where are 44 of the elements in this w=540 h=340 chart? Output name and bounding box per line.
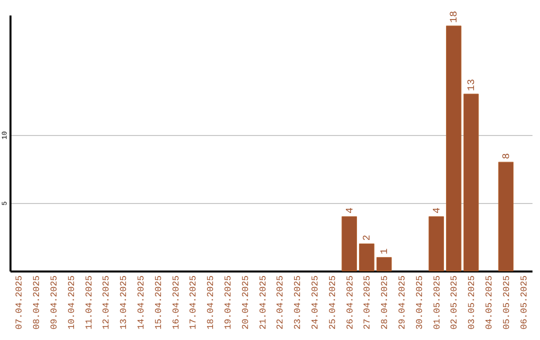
x-tick-label: 27.04.2025 [362,276,373,330]
data-label: 1 [380,248,392,254]
x-tick-label: 12.04.2025 [102,276,112,330]
x-tick-label: 30.04.2025 [414,276,425,330]
bar [463,94,479,272]
bar [446,26,462,272]
data-label: 18 [450,10,461,23]
x-tick-label: 05.05.2025 [502,276,512,330]
x-tick-label: 11.04.2025 [84,276,94,330]
data-label: 8 [502,153,513,160]
x-tick-label: 01.05.2025 [432,276,442,330]
x-tick-label: 14.04.2025 [136,276,146,330]
x-tick-label: 08.04.2025 [32,276,42,330]
data-label: 4 [432,208,444,214]
x-tick-label: 04.05.2025 [484,276,494,330]
x-tick-label: 28.04.2025 [380,276,390,330]
x-tick-label: 16.04.2025 [171,276,182,330]
x-tick-label: 18.04.2025 [206,276,216,330]
bar [359,244,374,272]
x-tick-label: 25.04.2025 [328,276,338,330]
x-tick-label: 24.04.2025 [310,276,320,330]
x-tick-label: 10.04.2025 [66,276,77,330]
x-tick-label: 09.04.2025 [50,276,60,330]
x-tick-label: 13.04.2025 [119,276,130,330]
x-tick-label: 29.04.2025 [398,276,408,330]
data-label: 13 [467,78,478,91]
x-tick-label: 02.05.2025 [450,276,460,330]
x-tick-label: 19.04.2025 [224,276,234,330]
data-label: 2 [362,234,374,241]
x-tick-label: 07.04.2025 [14,276,25,330]
data-label: 4 [345,208,356,214]
x-tick-label: 22.04.2025 [276,276,286,330]
x-tick-label: 06.05.2025 [519,276,530,330]
x-tick-label: 20.04.2025 [240,276,251,330]
bar [428,216,444,272]
bar [376,257,392,272]
bar [498,162,514,272]
x-tick-label: 23.04.2025 [293,276,304,330]
x-tick-label: 21.04.2025 [258,276,268,330]
x-tick-label: 26.04.2025 [345,276,356,330]
x-tick-label: 03.05.2025 [467,276,478,330]
x-tick-label: 15.04.2025 [154,276,164,330]
bar [342,216,357,272]
x-tick-label: 17.04.2025 [188,276,199,330]
